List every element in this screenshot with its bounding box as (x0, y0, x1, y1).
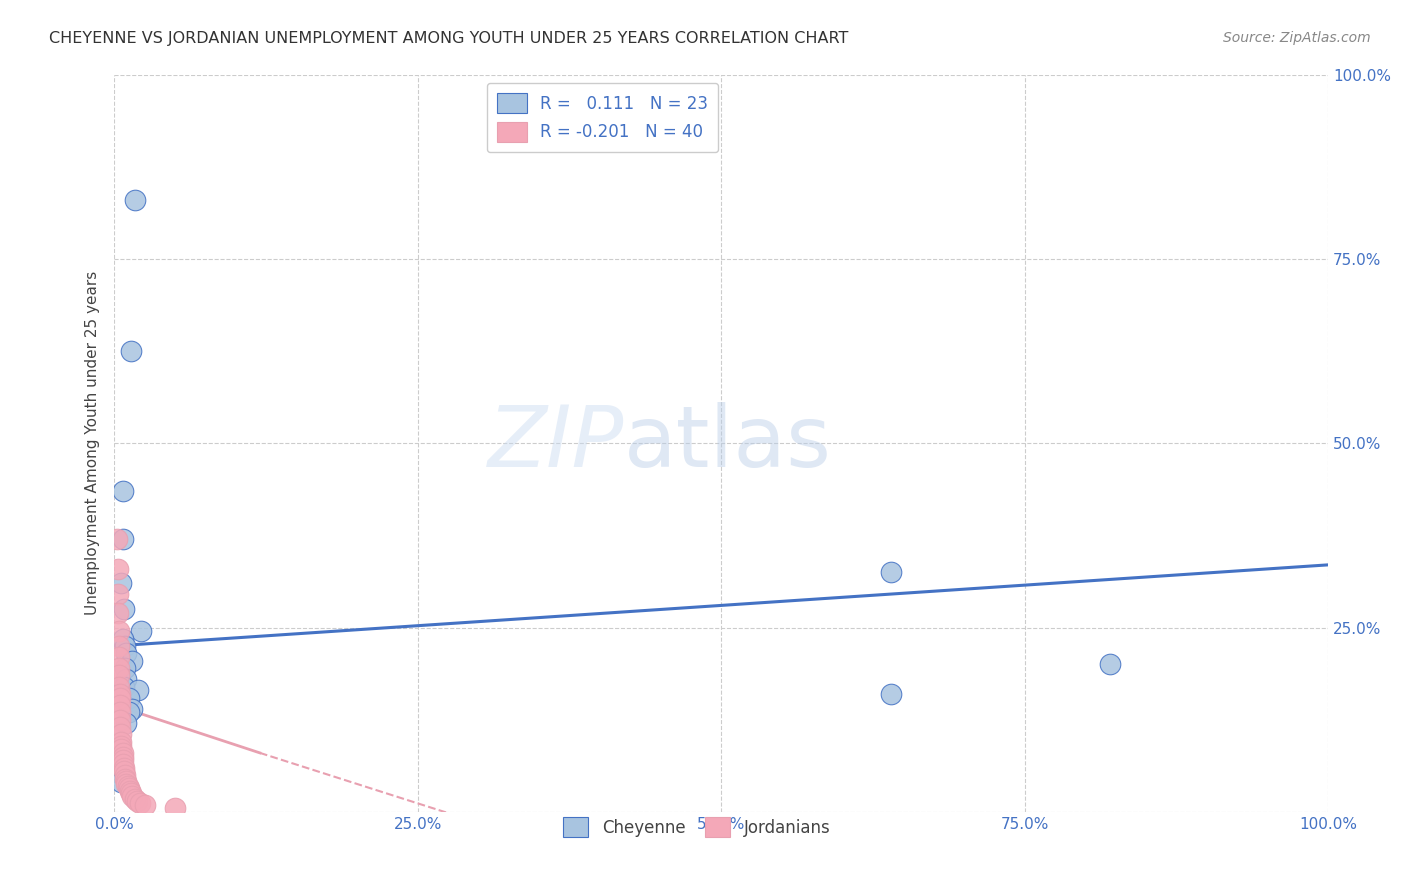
Point (110, 739, 132, 753)
Point (120, 787, 142, 801)
Point (108, 661, 131, 675)
Point (110, 576, 132, 591)
Point (107, 587, 129, 601)
Point (111, 746, 134, 760)
Point (110, 690, 132, 705)
Point (128, 796, 150, 810)
Point (1098, 657, 1121, 672)
Point (118, 690, 141, 705)
Point (118, 781, 141, 796)
Point (105, 532, 128, 546)
Point (880, 566, 903, 580)
Text: atlas: atlas (624, 401, 832, 484)
Point (112, 764, 135, 779)
Point (111, 532, 134, 546)
Point (111, 484, 134, 499)
Point (110, 742, 132, 756)
Point (115, 773, 138, 788)
Point (110, 727, 132, 741)
Point (127, 683, 149, 698)
Point (108, 680, 131, 694)
Point (110, 735, 132, 749)
Y-axis label: Unemployment Among Youth under 25 years: Unemployment Among Youth under 25 years (86, 271, 100, 615)
Point (127, 794, 149, 808)
Point (108, 639, 131, 653)
Point (111, 756, 134, 771)
Text: CHEYENNE VS JORDANIAN UNEMPLOYMENT AMONG YOUTH UNDER 25 YEARS CORRELATION CHART: CHEYENNE VS JORDANIAN UNEMPLOYMENT AMONG… (49, 31, 849, 46)
Point (111, 749, 134, 764)
Point (121, 701, 143, 715)
Point (107, 561, 129, 575)
Point (110, 698, 132, 712)
Point (110, 720, 132, 734)
Point (111, 632, 134, 646)
Point (110, 713, 132, 727)
Point (114, 639, 136, 653)
Point (112, 602, 135, 616)
Point (129, 624, 152, 639)
Point (134, 798, 156, 813)
Point (110, 706, 132, 720)
Point (114, 661, 136, 675)
Point (880, 687, 903, 701)
Point (112, 761, 135, 775)
Point (118, 706, 141, 720)
Point (114, 768, 136, 782)
Point (118, 784, 141, 798)
Point (121, 789, 143, 803)
Point (112, 680, 135, 694)
Point (121, 654, 143, 668)
Point (120, 344, 142, 359)
Point (108, 668, 131, 682)
Point (115, 716, 138, 731)
Point (110, 687, 132, 701)
Text: Source: ZipAtlas.com: Source: ZipAtlas.com (1223, 31, 1371, 45)
Point (108, 624, 131, 639)
Point (114, 772, 136, 786)
Legend: Cheyenne, Jordanians: Cheyenne, Jordanians (557, 811, 837, 844)
Point (110, 775, 132, 789)
Point (117, 779, 139, 793)
Point (115, 777, 138, 791)
Point (163, 801, 186, 815)
Point (107, 606, 129, 620)
Point (108, 650, 131, 665)
Point (124, 193, 146, 207)
Text: ZIP: ZIP (488, 401, 624, 484)
Point (111, 753, 134, 767)
Point (115, 646, 138, 660)
Point (124, 791, 146, 805)
Point (115, 672, 138, 686)
